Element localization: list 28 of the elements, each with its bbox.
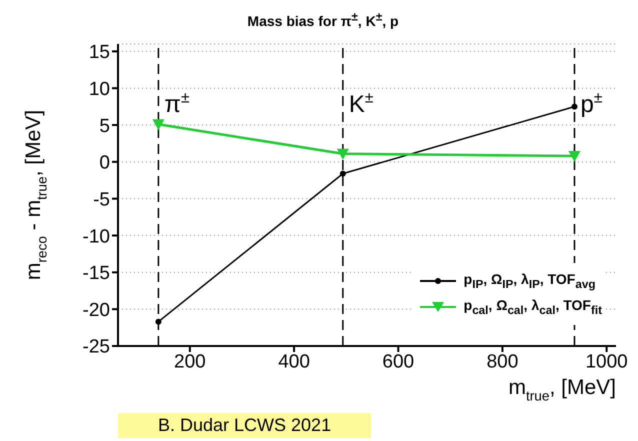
ref-line-label: p$^{±}$ bbox=[580, 89, 603, 118]
y-tick-label: -25 bbox=[82, 336, 110, 358]
y-tick-label: -15 bbox=[82, 263, 110, 284]
ref-line-label: π$^{±}$ bbox=[164, 89, 190, 118]
text: B. Dudar LCWS 2021 bbox=[118, 413, 372, 438]
y-tick-label: -20 bbox=[82, 300, 110, 321]
chart-title: Mass bias for π$^{±}$, K$^{±}$, p bbox=[247, 10, 399, 29]
x-tick-label: 1000 bbox=[585, 351, 628, 372]
x-axis-title: m$_{true}$, [MeV] bbox=[508, 376, 616, 404]
x-tick-label: 400 bbox=[278, 351, 310, 372]
x-tick-label: 800 bbox=[486, 351, 518, 372]
y-tick-label: 0 bbox=[99, 152, 110, 174]
x-tick-label: 600 bbox=[382, 351, 414, 372]
point bbox=[336, 148, 349, 160]
y-tick-label: -5 bbox=[93, 189, 110, 210]
legend-label: p$_{cal}$, Ω$_{cal}$, λ$_{cal}$, TOF$_{fit}$ bbox=[464, 296, 602, 317]
point bbox=[568, 150, 580, 162]
point bbox=[571, 104, 578, 110]
y-tick-label: -10 bbox=[82, 226, 110, 248]
legend-label: p$_{IP}$, Ω$_{IP}$, λ$_{IP}$, TOF$_{avg}$ bbox=[464, 271, 596, 291]
point bbox=[340, 170, 346, 177]
ref-line-label: K$^{±}$ bbox=[348, 89, 374, 118]
y-tick-label: 15 bbox=[88, 42, 110, 64]
y-tick-label: 10 bbox=[88, 78, 110, 100]
x-tick-label: 200 bbox=[174, 351, 206, 372]
y-tick-label: 5 bbox=[99, 116, 110, 137]
point bbox=[155, 318, 162, 325]
point bbox=[152, 119, 164, 130]
